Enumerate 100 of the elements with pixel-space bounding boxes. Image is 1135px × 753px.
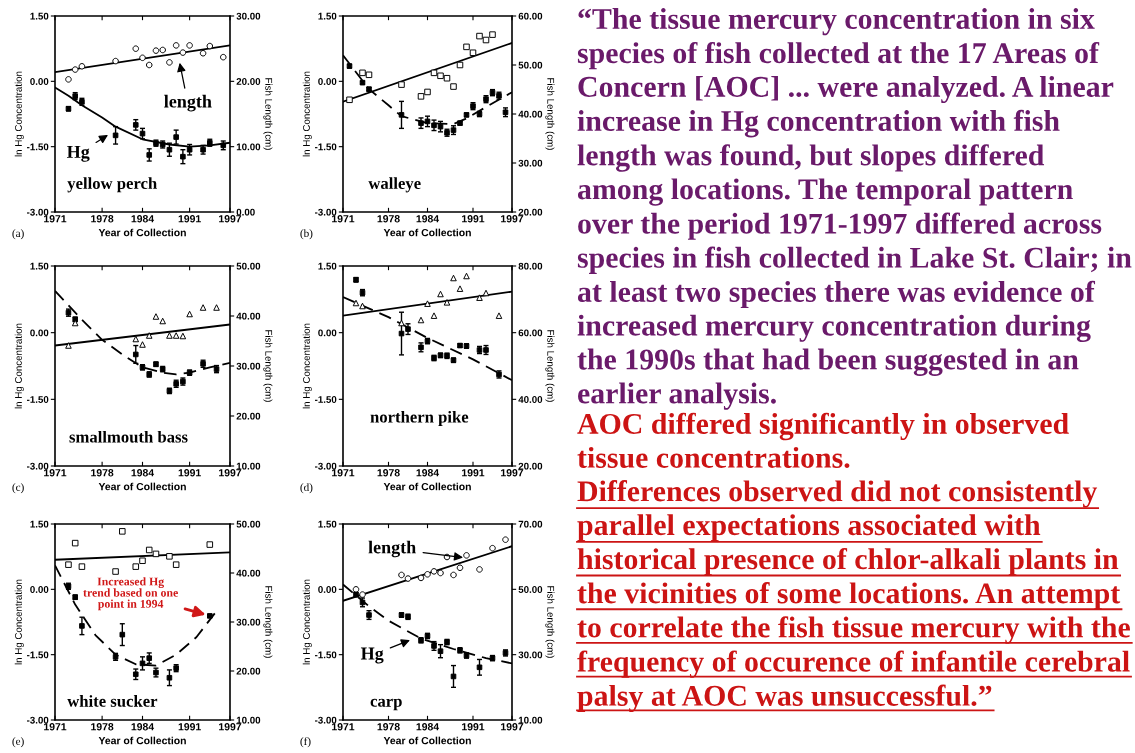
y2-tick-label: 30.00	[518, 651, 543, 659]
y2-tick-label: 40.00	[518, 110, 543, 118]
text: (f)	[300, 737, 311, 748]
y-axis-title: ln Hg Concentration	[14, 579, 24, 665]
y-tick-label: -3.00	[26, 462, 49, 470]
text: carp	[370, 698, 402, 711]
x-tick-label: 1984	[131, 469, 155, 477]
y2-tick-label: 10.00	[236, 716, 261, 724]
y2-tick-label: 30.00	[236, 12, 261, 20]
x-tick-label: 1997	[219, 469, 242, 477]
x-tick-label: 1997	[219, 215, 242, 223]
y-tick-label: 0.00	[318, 329, 337, 337]
x-tick-label: 1997	[501, 469, 524, 477]
y2-axis-title: Fish Length (cm)	[545, 586, 555, 658]
y2-tick-label: 60.00	[518, 12, 543, 20]
y2-tick-label: 30.00	[236, 362, 261, 370]
y-tick-label: -3.00	[26, 208, 49, 216]
y-tick-label: -1.50	[314, 396, 337, 403]
y2-tick-label: 40.00	[236, 312, 261, 320]
y2-axis-title: Fish Length (cm)	[263, 586, 273, 658]
x-tick-label: 1991	[178, 215, 201, 223]
y-axis-title: ln Hg Concentration	[302, 71, 312, 157]
x-tick-label: 1991	[462, 215, 485, 223]
x-tick-label: 1971	[44, 723, 67, 731]
y-tick-label: -1.50	[26, 143, 49, 151]
x-tick-label: 1971	[44, 215, 67, 223]
x-tick-label: 1991	[178, 723, 201, 731]
y-tick-label: 0.00	[318, 78, 337, 85]
y-tick-label: 1.50	[318, 262, 337, 270]
y-tick-label: 1.50	[318, 520, 337, 528]
x-tick-label: 1984	[131, 215, 155, 223]
y2-axis-title: Fish Length (cm)	[545, 330, 555, 402]
y-axis-title: ln Hg Concentration	[14, 323, 24, 409]
y2-tick-label: 70.00	[518, 520, 543, 528]
x-axis-title: Year of Collection	[98, 736, 186, 745]
y2-tick-label: 50.00	[518, 586, 543, 593]
x-tick-label: 1978	[91, 469, 114, 477]
x-tick-label: 1984	[416, 469, 440, 477]
x-tick-label: 1984	[131, 723, 155, 731]
y2-tick-label: 10.00	[518, 716, 543, 724]
y2-tick-label: 10.00	[236, 462, 261, 470]
x-tick-label: 1997	[501, 215, 524, 223]
text: yellow perch	[67, 177, 157, 193]
y-tick-label: 1.50	[30, 12, 49, 20]
y-tick-label: -3.00	[314, 716, 337, 724]
y2-tick-label: 20.00	[236, 78, 261, 85]
y-tick-label: -1.50	[314, 143, 337, 151]
annotation: length	[368, 540, 416, 558]
x-axis-title: Year of Collection	[98, 482, 186, 491]
text: (b)	[300, 229, 313, 240]
y2-tick-label: 60.00	[518, 329, 543, 337]
y-tick-label: 0.00	[30, 329, 49, 337]
y-tick-label: -3.00	[26, 716, 49, 724]
y-tick-label: 0.00	[318, 586, 337, 593]
y2-tick-label: 10.00	[236, 143, 261, 151]
y-tick-label: -3.00	[314, 208, 337, 216]
text: northern pike	[370, 410, 469, 426]
x-tick-label: 1991	[462, 469, 485, 477]
x-tick-label: 1997	[501, 723, 524, 731]
y2-axis-title: Fish Length (cm)	[263, 78, 273, 150]
y-tick-label: -3.00	[314, 462, 337, 470]
text: white sucker	[67, 695, 158, 707]
y2-axis-title: Fish Length (cm)	[263, 330, 273, 402]
y-tick-label: 0.00	[30, 78, 49, 85]
annotation: Hg	[360, 647, 384, 664]
x-axis-title: Year of Collection	[383, 482, 471, 491]
y-tick-label: -1.50	[26, 651, 49, 659]
x-tick-label: 1971	[332, 723, 355, 731]
text: smallmouth bass	[69, 430, 188, 443]
y2-tick-label: 40.00	[236, 569, 261, 577]
x-tick-label: 1978	[91, 723, 114, 731]
x-tick-label: 1978	[377, 723, 400, 731]
y2-tick-label: 20.00	[236, 412, 261, 420]
x-axis-title: Year of Collection	[383, 228, 471, 237]
y2-tick-label: 30.00	[236, 618, 261, 626]
x-axis-title: Year of Collection	[383, 736, 471, 745]
text: Differences observed did not consistently parallel expectations associated with historical presence of chlor-alkali plants in the vicinities of some locations. An attempt to correlate the fish tissue mercury with the frequency of occurence of infantile cerebral palsy at AOC was unsuccessful.”	[577, 480, 1130, 713]
y2-tick-label: 0.00	[236, 208, 255, 216]
y-tick-label: 1.50	[30, 262, 49, 270]
y2-tick-label: 50.00	[518, 61, 543, 69]
text: AOC differed significantly in observed tissue concentrations.	[577, 412, 1069, 469]
text: “The tissue mercury concentration in six species of fish collected at the 17 Areas of Concern [AOC] ... were analyzed. A linear increase in Hg concentration with fish length was found, but slopes differed among locations. The temporal pattern over the period 1971-1997 differed across species in fish collected in Lake St. Clair; in at least two species there was evidence of increased mercury concentration during the 1990s that had been suggested in an earlier analysis.	[577, 8, 1132, 410]
y2-tick-label: 40.00	[518, 396, 543, 403]
text: (a)	[12, 229, 24, 240]
text: (e)	[12, 737, 24, 748]
x-tick-label: 1991	[462, 723, 485, 731]
x-tick-label: 1984	[416, 723, 440, 731]
x-tick-label: 1971	[332, 469, 355, 477]
x-tick-label: 1978	[377, 469, 400, 477]
annotation: Hg	[66, 145, 90, 162]
y2-tick-label: 20.00	[518, 208, 543, 216]
y2-tick-label: 20.00	[518, 462, 543, 470]
y-axis-title: ln Hg Concentration	[14, 71, 24, 157]
y2-tick-label: 50.00	[236, 262, 261, 270]
x-tick-label: 1978	[377, 215, 400, 223]
y-tick-label: 0.00	[30, 586, 49, 593]
x-tick-label: 1991	[178, 469, 201, 477]
y-tick-label: 1.50	[318, 12, 337, 20]
y2-axis-title: Fish Length (cm)	[545, 78, 555, 150]
annotation: length	[164, 94, 212, 112]
